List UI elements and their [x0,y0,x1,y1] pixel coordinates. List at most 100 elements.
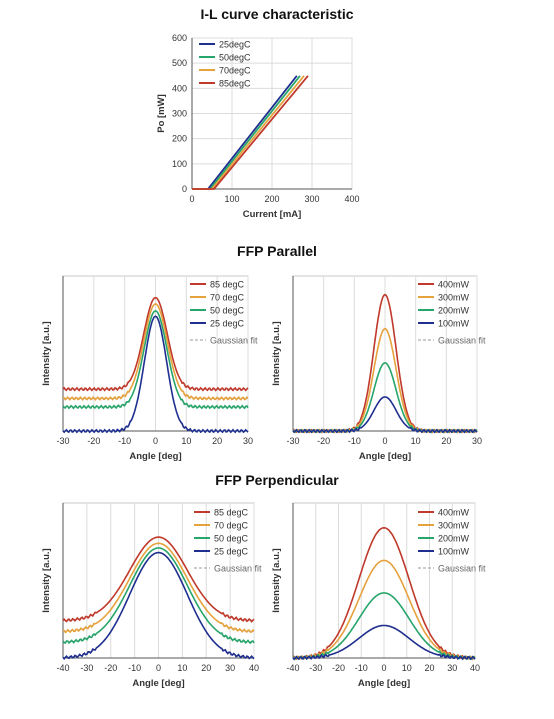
x-tick-label: 10 [177,663,187,673]
series-line [62,547,255,645]
legend-label: 400mW [438,508,470,518]
legend-label: 25 degC [214,547,249,557]
legend-label: 70degC [219,66,251,76]
ffp-perpendicular-section-title: FFP Perpendicular [215,472,339,488]
series-line [62,296,249,392]
y-axis-title: Po [mW] [156,94,167,133]
x-tick-label: -30 [80,663,93,673]
x-tick-label: -40 [56,663,69,673]
legend-label-gaussian-fit: Gaussian fit [438,336,486,346]
x-tick-label: 30 [447,663,457,673]
x-tick-label: -30 [309,663,322,673]
legend-label: 85 degC [210,280,245,290]
legend-label: 300mW [438,521,470,531]
y-tick-label: 300 [172,109,187,119]
legend-label: 25 degC [210,319,245,329]
il-section-title: I-L curve characteristic [200,6,354,22]
x-tick-label: 10 [181,436,191,446]
series-line [62,303,249,401]
x-tick-label: 200 [264,194,279,204]
series-line [292,559,476,661]
series-line [192,75,309,190]
legend-label-gaussian-fit: Gaussian fit [210,336,258,346]
x-tick-label: 20 [424,663,434,673]
series-line [292,396,478,434]
series-line [292,624,476,661]
legend-label: 300mW [438,293,470,303]
legend-label: 200mW [438,306,470,316]
x-tick-label: 0 [382,436,387,446]
legend-label: 70 degC [210,293,245,303]
x-tick-label: -20 [317,436,330,446]
legend-label: 400mW [438,280,470,290]
series-line [292,592,476,661]
x-tick-label: -40 [286,663,299,673]
x-tick-label: 20 [441,436,451,446]
series-line [62,536,255,623]
legend-label: 85 degC [214,508,249,518]
x-tick-label: 20 [201,663,211,673]
x-tick-label: -10 [355,663,368,673]
legend-label: 25degC [219,40,251,50]
legend-label: 100mW [438,319,470,329]
x-tick-label: -10 [118,436,131,446]
x-tick-label: 400 [344,194,359,204]
series-line [62,310,249,410]
y-tick-label: 400 [172,83,187,93]
y-axis-title: Intensity [a.u.] [271,548,282,612]
legend-label: 85degC [219,79,251,89]
y-axis-title: Intensity [a.u.] [41,548,52,612]
y-tick-label: 600 [172,33,187,43]
x-tick-label: 0 [381,663,386,673]
x-tick-label: -20 [87,436,100,446]
legend-label-gaussian-fit: Gaussian fit [214,564,262,574]
x-tick-label: 30 [225,663,235,673]
x-axis-title: Angle [deg] [129,451,181,462]
x-tick-label: -20 [104,663,117,673]
x-tick-label: 40 [249,663,259,673]
x-tick-label: -20 [332,663,345,673]
x-tick-label: -30 [286,436,299,446]
x-tick-label: -10 [128,663,141,673]
x-tick-label: 100 [224,194,239,204]
x-tick-label: -30 [56,436,69,446]
y-tick-label: 0 [182,184,187,194]
legend-label: 50 degC [210,306,245,316]
x-tick-label: 0 [189,194,194,204]
y-tick-label: 100 [172,159,187,169]
x-tick-label: 30 [243,436,253,446]
x-tick-label: 300 [304,194,319,204]
y-axis-title: Intensity [a.u.] [271,321,282,385]
x-tick-label: 0 [156,663,161,673]
x-tick-label: 10 [402,663,412,673]
x-tick-label: 0 [153,436,158,446]
series-line [62,542,255,634]
x-axis-title: Current [mA] [243,209,302,220]
legend-label-gaussian-fit: Gaussian fit [438,564,486,574]
legend-label: 70 degC [214,521,249,531]
legend-label: 200mW [438,534,470,544]
legend-label: 50degC [219,53,251,63]
x-tick-label: 30 [472,436,482,446]
x-tick-label: -10 [348,436,361,446]
x-axis-title: Angle [deg] [132,678,184,689]
y-axis-title: Intensity [a.u.] [41,321,52,385]
legend-label: 100mW [438,547,470,557]
legend-label: 50 degC [214,534,249,544]
x-tick-label: 20 [212,436,222,446]
x-tick-label: 10 [411,436,421,446]
series-line [62,315,249,434]
y-tick-label: 200 [172,134,187,144]
series-line [62,551,255,661]
ffp-parallel-section-title: FFP Parallel [237,243,317,259]
x-tick-label: 40 [470,663,480,673]
x-axis-title: Angle [deg] [359,451,411,462]
x-axis-title: Angle [deg] [358,678,410,689]
series-line [292,526,476,661]
y-tick-label: 500 [172,58,187,68]
